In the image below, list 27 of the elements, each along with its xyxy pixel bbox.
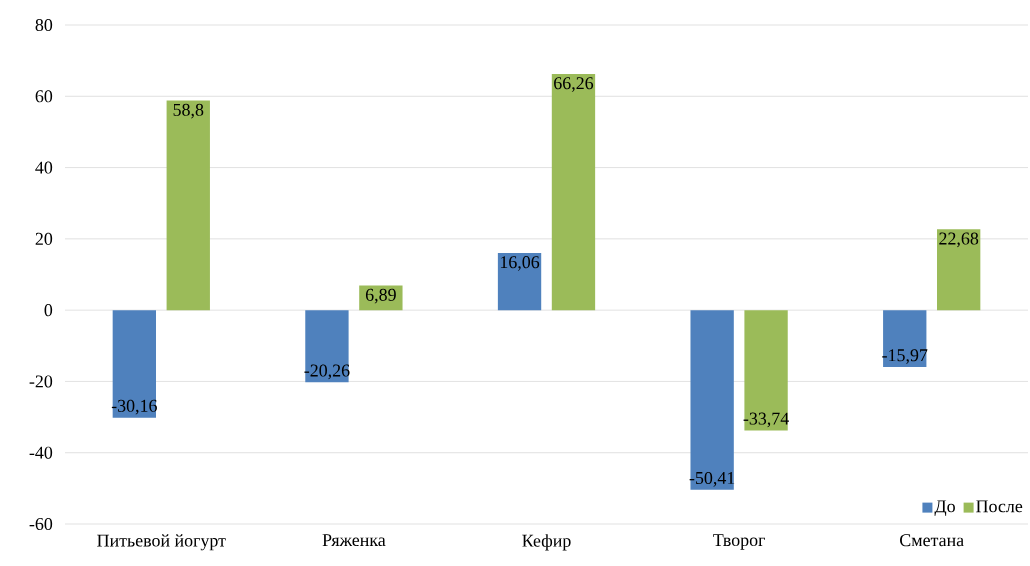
data-label: 66,26 [554,77,594,92]
y-tick-label: 60 [35,90,53,103]
y-tick-label: -20 [29,375,53,388]
bar [744,310,788,431]
y-tick-label: 40 [35,161,53,174]
bar [690,310,734,490]
y-tick-label: 0 [44,304,53,317]
data-label: 58,8 [173,103,204,119]
bar [937,229,981,311]
y-tick-label: -40 [29,446,53,459]
data-label: 6,89 [365,288,396,304]
y-tick-label: -60 [29,517,53,531]
legend-label: До [934,500,955,516]
x-tick-label: Питьевой йогурт [97,534,226,551]
y-tick-label: 20 [35,232,53,245]
bar [166,100,210,311]
data-label: 22,68 [939,232,979,248]
bar [551,73,596,311]
x-tick-label: Творог [713,534,765,550]
x-tick-label: Кефир [522,534,571,551]
x-tick-label: Ряженка [322,534,386,547]
y-tick-label: 80 [35,18,53,32]
x-tick-label: Сметана [900,534,964,547]
bar [497,252,542,311]
bar [112,310,156,418]
data-label: 16,06 [500,256,540,271]
legend-label: После [976,500,1023,513]
